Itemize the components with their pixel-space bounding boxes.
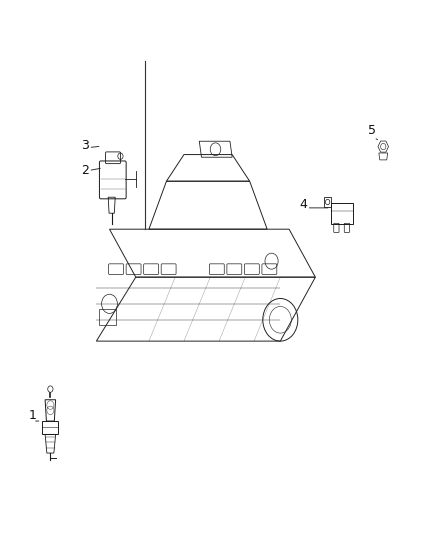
Text: 5: 5: [368, 124, 376, 138]
Text: 2: 2: [81, 164, 89, 177]
Text: 4: 4: [299, 198, 307, 211]
Text: 3: 3: [81, 139, 89, 152]
Circle shape: [48, 386, 53, 392]
Text: 1: 1: [28, 409, 36, 423]
